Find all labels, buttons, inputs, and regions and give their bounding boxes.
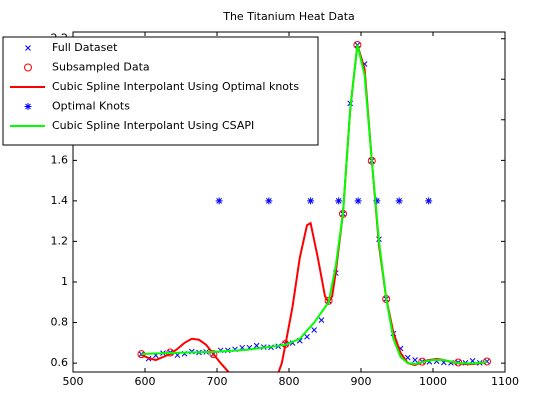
y-tick-label: 0.8 xyxy=(51,316,69,329)
marker xyxy=(373,197,381,205)
x-tick-label: 900 xyxy=(351,375,372,388)
marker xyxy=(354,197,362,205)
x-tick-label: 600 xyxy=(135,375,156,388)
x-tick-label: 700 xyxy=(207,375,228,388)
legend-label: Cubic Spline Interpolant Using Optimal k… xyxy=(52,80,299,93)
plot xyxy=(137,40,491,372)
marker xyxy=(265,197,273,205)
marker xyxy=(318,317,325,323)
legend: Full Dataset Subsampled Data Cubic Spline … xyxy=(2,36,319,146)
legend-label: Optimal Knots xyxy=(52,100,130,113)
y-tick-label: 1.6 xyxy=(51,153,69,166)
y-tick-label: 1.2 xyxy=(51,234,69,247)
marker xyxy=(24,63,32,72)
marker xyxy=(412,357,418,363)
marker xyxy=(307,197,315,205)
marker xyxy=(395,197,403,205)
marker xyxy=(425,197,433,205)
marker xyxy=(24,103,32,110)
y-tick-label: 1.4 xyxy=(51,194,69,207)
marker xyxy=(215,197,223,205)
legend-label: Subsampled Data xyxy=(52,61,150,74)
legend-box xyxy=(2,36,319,146)
x-tick-label: 800 xyxy=(279,375,300,388)
y-tick-label: 1 xyxy=(61,275,68,288)
legend-label: Cubic Spline Interpolant Using CSAPI xyxy=(52,119,254,132)
series-line xyxy=(141,44,488,366)
marker xyxy=(209,350,218,359)
axes: 500600700800900100011000.60.811.21.41.61… xyxy=(51,32,520,388)
chart-title: The Titanium Heat Data xyxy=(222,10,355,23)
x-tick-label: 1000 xyxy=(419,375,447,388)
marker xyxy=(304,333,310,340)
x-tick-label: 1100 xyxy=(491,375,519,388)
y-tick-label: 0.6 xyxy=(51,356,69,369)
legend-label: Full Dataset xyxy=(52,41,118,54)
axes-box xyxy=(72,31,506,373)
x-tick-label: 500 xyxy=(63,375,84,388)
marker xyxy=(311,327,318,333)
marker xyxy=(335,197,343,205)
marker xyxy=(25,45,31,51)
